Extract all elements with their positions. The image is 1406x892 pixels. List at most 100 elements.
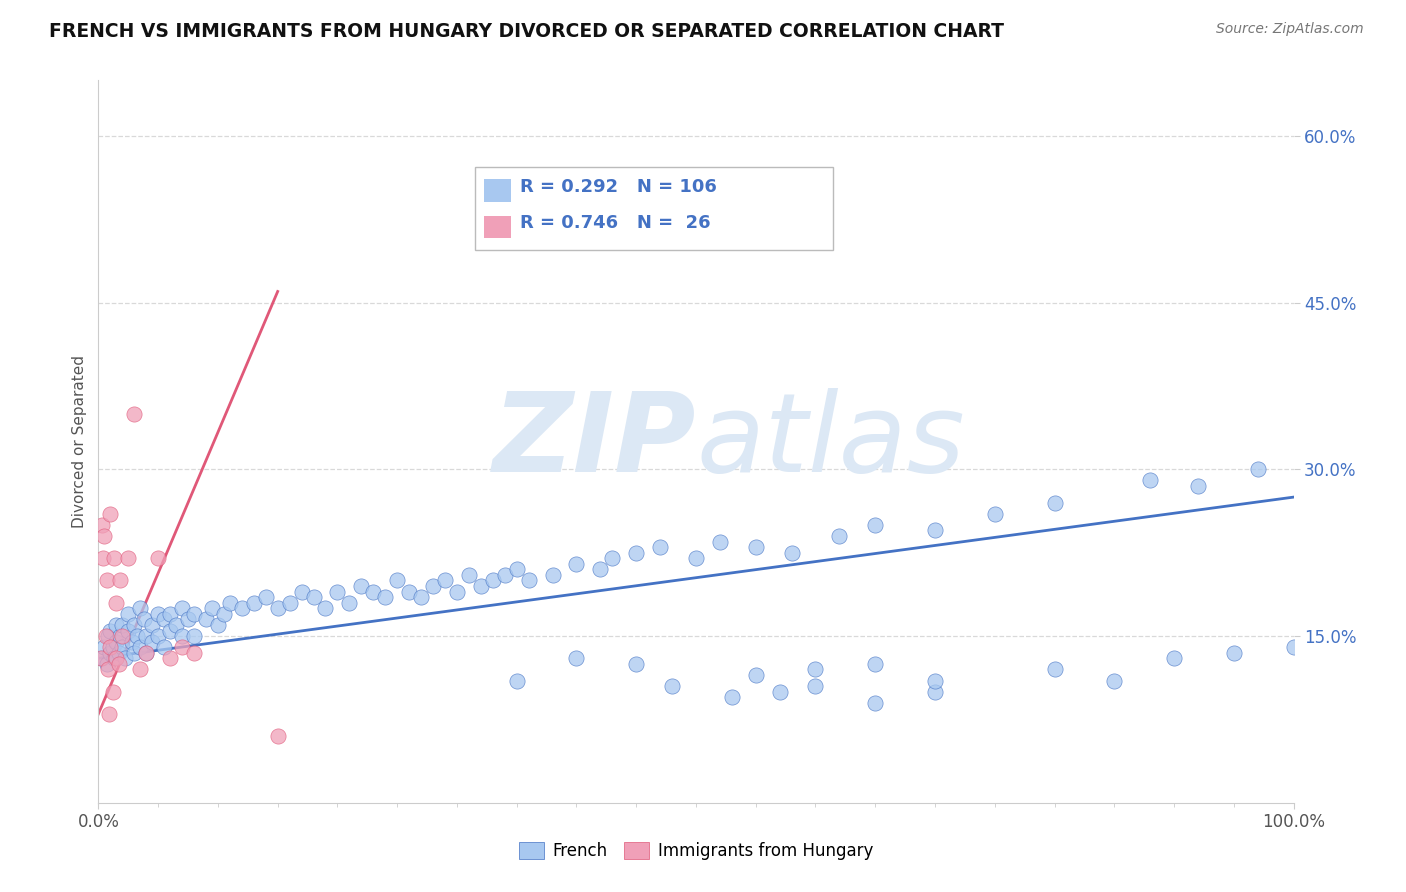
- Point: [117, 624, 139, 638]
- Point: [183, 607, 205, 621]
- Point: [124, 407, 146, 421]
- Point: [626, 546, 648, 560]
- Point: [506, 673, 529, 688]
- Point: [207, 618, 229, 632]
- Point: [98, 646, 122, 660]
- Point: [172, 640, 194, 655]
- Point: [117, 607, 139, 621]
- Point: [172, 601, 194, 615]
- Point: [148, 629, 170, 643]
- Point: [650, 540, 672, 554]
- Point: [91, 517, 114, 532]
- Point: [350, 579, 373, 593]
- Bar: [485, 179, 510, 202]
- Point: [153, 612, 176, 626]
- Text: FRENCH VS IMMIGRANTS FROM HUNGARY DIVORCED OR SEPARATED CORRELATION CHART: FRENCH VS IMMIGRANTS FROM HUNGARY DIVORC…: [49, 22, 1004, 41]
- Point: [984, 507, 1007, 521]
- Point: [105, 618, 128, 632]
- Point: [745, 540, 768, 554]
- Point: [98, 507, 122, 521]
- Point: [97, 629, 120, 643]
- Point: [470, 579, 492, 593]
- Y-axis label: Divorced or Separated: Divorced or Separated: [72, 355, 87, 528]
- Point: [98, 640, 122, 655]
- Point: [97, 662, 120, 676]
- Text: Source: ZipAtlas.com: Source: ZipAtlas.com: [1216, 22, 1364, 37]
- Point: [96, 574, 118, 588]
- Point: [159, 607, 181, 621]
- Point: [117, 551, 139, 566]
- Point: [121, 634, 143, 648]
- Point: [165, 618, 187, 632]
- Point: [374, 590, 396, 604]
- Point: [129, 601, 152, 615]
- Point: [363, 584, 385, 599]
- Point: [94, 629, 117, 643]
- Point: [517, 574, 540, 588]
- Point: [107, 657, 129, 671]
- Point: [114, 651, 136, 665]
- Point: [267, 729, 290, 743]
- Point: [219, 596, 242, 610]
- Point: [267, 601, 290, 615]
- Point: [201, 601, 224, 615]
- Point: [315, 601, 337, 615]
- Point: [135, 629, 157, 643]
- Point: [482, 574, 505, 588]
- Point: [1104, 673, 1126, 688]
- Point: [1043, 496, 1066, 510]
- Point: [111, 629, 134, 643]
- Legend: French, Immigrants from Hungary: French, Immigrants from Hungary: [512, 835, 880, 867]
- Point: [101, 640, 124, 655]
- Point: [1282, 640, 1305, 655]
- Point: [769, 684, 792, 698]
- Point: [302, 590, 325, 604]
- Point: [135, 646, 157, 660]
- Point: [125, 629, 148, 643]
- Point: [129, 662, 152, 676]
- Point: [124, 618, 146, 632]
- Point: [541, 568, 564, 582]
- Point: [153, 640, 176, 655]
- Point: [865, 517, 887, 532]
- Point: [129, 640, 152, 655]
- Point: [446, 584, 468, 599]
- Point: [111, 618, 134, 632]
- Point: [159, 651, 181, 665]
- Point: [1223, 646, 1246, 660]
- Point: [108, 629, 131, 643]
- Point: [105, 596, 128, 610]
- Point: [195, 612, 218, 626]
- Point: [98, 624, 122, 638]
- Point: [108, 574, 131, 588]
- Point: [254, 590, 277, 604]
- Point: [159, 624, 181, 638]
- Point: [148, 607, 170, 621]
- Point: [231, 601, 253, 615]
- Point: [804, 679, 827, 693]
- Point: [183, 629, 205, 643]
- Point: [103, 651, 125, 665]
- Point: [243, 596, 266, 610]
- Point: [565, 651, 588, 665]
- Point: [1187, 479, 1209, 493]
- Point: [626, 657, 648, 671]
- Text: R = 0.746   N =  26: R = 0.746 N = 26: [520, 214, 711, 232]
- Point: [780, 546, 803, 560]
- Point: [124, 646, 146, 660]
- Point: [602, 551, 624, 566]
- Point: [98, 706, 121, 721]
- Point: [148, 551, 170, 566]
- Point: [212, 607, 235, 621]
- Point: [565, 557, 588, 571]
- Point: [105, 634, 128, 648]
- Point: [278, 596, 301, 610]
- Point: [107, 646, 129, 660]
- Point: [1043, 662, 1066, 676]
- Point: [661, 679, 683, 693]
- Point: [865, 657, 887, 671]
- Bar: [485, 216, 510, 238]
- Point: [589, 562, 612, 576]
- Point: [132, 612, 155, 626]
- Point: [96, 657, 118, 671]
